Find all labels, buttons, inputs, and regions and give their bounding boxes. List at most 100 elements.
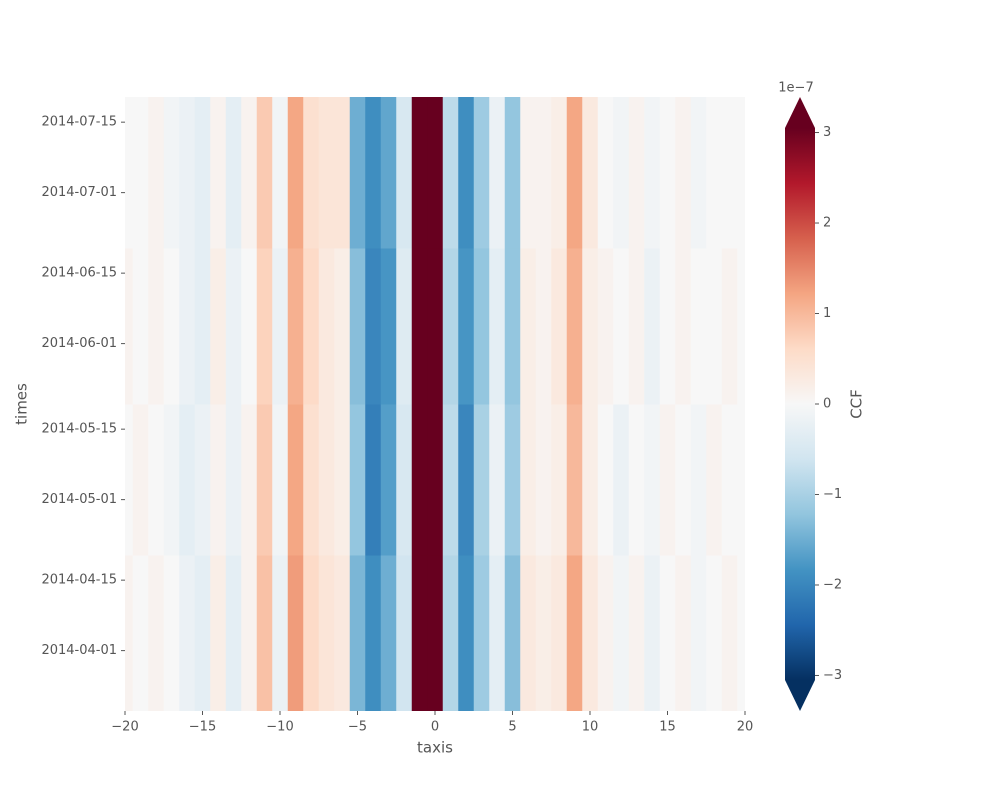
cell — [659, 97, 676, 249]
cell — [163, 97, 180, 249]
cell — [303, 554, 320, 711]
cell — [210, 97, 227, 249]
cell — [706, 554, 723, 711]
cell — [566, 97, 583, 249]
cell — [582, 247, 599, 405]
cell — [396, 554, 413, 711]
cell — [566, 404, 583, 556]
cell — [365, 247, 382, 405]
cell — [675, 247, 692, 405]
cell — [148, 247, 165, 405]
cell — [706, 404, 723, 556]
colorbar-tick-label: −2 — [823, 577, 842, 592]
cell — [427, 97, 444, 249]
cell — [272, 97, 289, 249]
cell — [132, 404, 149, 556]
cell — [349, 554, 366, 711]
cell — [318, 554, 335, 711]
cell — [303, 97, 320, 249]
cell — [411, 97, 428, 249]
cell — [303, 247, 320, 405]
cell — [628, 554, 645, 711]
cell — [721, 554, 738, 711]
cell — [256, 97, 273, 249]
cell — [132, 247, 149, 405]
cell — [365, 404, 382, 556]
cell — [125, 554, 134, 711]
cell — [225, 554, 242, 711]
cell — [504, 97, 521, 249]
x-axis-label: taxis — [417, 739, 453, 757]
cell — [675, 97, 692, 249]
cell — [690, 554, 707, 711]
cell — [489, 554, 506, 711]
cell — [504, 404, 521, 556]
cell — [241, 554, 258, 711]
cell — [582, 554, 599, 711]
cell — [551, 247, 568, 405]
y-tick-label: 2014-04-15 — [41, 573, 117, 588]
cell — [148, 554, 165, 711]
cell — [396, 247, 413, 405]
cell — [659, 247, 676, 405]
cell — [396, 97, 413, 249]
cell — [396, 404, 413, 556]
y-tick-label: 2014-07-01 — [41, 185, 117, 200]
cell — [210, 404, 227, 556]
cell — [256, 247, 273, 405]
cell — [489, 247, 506, 405]
cell — [628, 97, 645, 249]
cell — [163, 554, 180, 711]
cell — [520, 97, 537, 249]
cell — [706, 247, 723, 405]
cell — [442, 247, 459, 405]
cell — [318, 247, 335, 405]
cell — [458, 404, 475, 556]
cell — [334, 554, 351, 711]
x-tick-label: 0 — [431, 720, 439, 735]
cell — [241, 247, 258, 405]
cell — [690, 404, 707, 556]
cell — [125, 247, 134, 405]
cell — [690, 97, 707, 249]
cell — [427, 554, 444, 711]
cell — [303, 404, 320, 556]
cell — [458, 97, 475, 249]
cell — [287, 554, 304, 711]
cell — [272, 554, 289, 711]
cell — [504, 247, 521, 405]
cell — [125, 404, 134, 556]
cell — [380, 247, 397, 405]
cell — [179, 554, 196, 711]
cell — [272, 404, 289, 556]
y-tick-label: 2014-05-15 — [41, 422, 117, 437]
cell — [125, 97, 134, 249]
colorbar-offset: 1e−7 — [778, 81, 813, 96]
x-tick-label: −20 — [111, 720, 138, 735]
cell — [582, 97, 599, 249]
cell — [163, 404, 180, 556]
cell — [551, 97, 568, 249]
cell — [411, 247, 428, 405]
cell — [334, 97, 351, 249]
cell — [411, 554, 428, 711]
cell — [194, 247, 211, 405]
x-tick-label: 10 — [582, 720, 599, 735]
x-tick-label: 15 — [659, 720, 676, 735]
cell — [566, 247, 583, 405]
cell — [520, 404, 537, 556]
cell — [132, 554, 149, 711]
y-axis-label: times — [13, 383, 31, 425]
cell — [210, 247, 227, 405]
colorbar-tick-label: −1 — [823, 487, 842, 502]
y-tick-label: 2014-06-01 — [41, 336, 117, 351]
cell — [737, 404, 745, 556]
cell — [427, 404, 444, 556]
cell — [194, 97, 211, 249]
y-tick-label: 2014-07-15 — [41, 115, 117, 130]
y-tick-label: 2014-05-01 — [41, 492, 117, 507]
cell — [473, 404, 490, 556]
cell — [163, 247, 180, 405]
colorbar-tick-label: 2 — [823, 216, 831, 231]
